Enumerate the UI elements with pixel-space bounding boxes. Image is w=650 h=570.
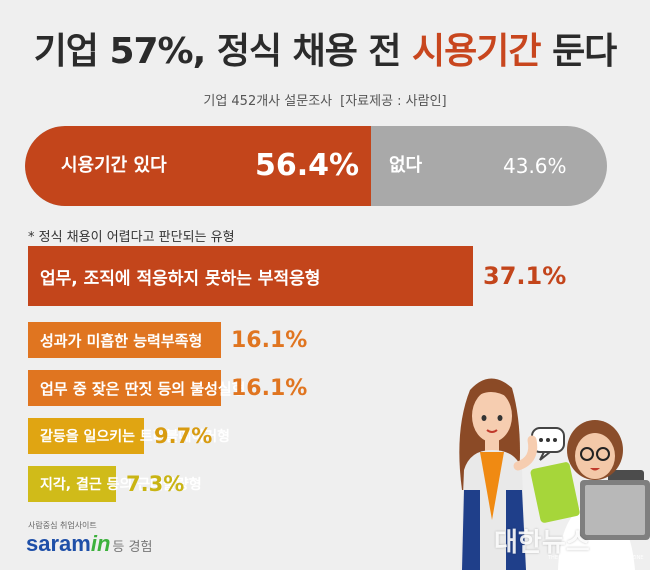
summary-no-label: 없다 bbox=[389, 155, 423, 176]
logo-sub: 등 경험 bbox=[112, 540, 153, 555]
source-text: [자료제공 : 사람인] bbox=[340, 94, 447, 109]
bar-1: 업무, 조직에 적응하지 못하는 부적응형 37.1% bbox=[28, 246, 566, 306]
survey-text: 기업 452개사 설문조사 bbox=[203, 94, 333, 109]
woman-pointing-icon bbox=[459, 378, 538, 570]
summary-pill: 시용기간 있다 56.4% 없다 43.6% bbox=[25, 126, 607, 206]
bar-label-4: 갈등을 일으키는 트러블메이커형 bbox=[40, 429, 231, 445]
summary-yes-label: 시용기간 있다 bbox=[61, 155, 167, 176]
bar-label-5: 지각, 결근 등의 근태불량형 bbox=[40, 477, 202, 493]
bar-label-1: 업무, 조직에 적응하지 못하는 부적응형 bbox=[40, 268, 321, 289]
chart-note: * 정식 채용이 어렵다고 판단되는 유형 bbox=[28, 230, 235, 245]
bar-2: 성과가 미흡한 능력부족형 16.1% bbox=[28, 322, 307, 358]
title-highlight: 시용기간 bbox=[412, 31, 541, 72]
illustration bbox=[459, 378, 650, 570]
survey-subtitle: 기업 452개사 설문조사 [자료제공 : 사람인] bbox=[0, 90, 650, 109]
bar-5: 지각, 결근 등의 근태불량형 7.3% bbox=[28, 466, 202, 502]
watermark: 대한뉴스 bbox=[494, 528, 590, 558]
bar-label-2: 성과가 미흡한 능력부족형 bbox=[40, 331, 203, 350]
logo-name: saramin bbox=[26, 531, 110, 556]
bar-value-1: 37.1% bbox=[483, 262, 567, 290]
summary-no-value: 43.6% bbox=[503, 154, 567, 178]
bar-4: 갈등을 일으키는 트러블메이커형 9.7% bbox=[28, 418, 230, 454]
logo-name-in: in bbox=[90, 531, 111, 556]
bar-label-3: 업무 중 잦은 딴짓 등의 불성실형 bbox=[40, 379, 246, 398]
bar-value-3: 16.1% bbox=[231, 375, 308, 401]
page-title: 기업 57%, 정식 채용 전 시용기간 둔다 bbox=[0, 22, 650, 74]
bar-value-4: 9.7% bbox=[154, 424, 213, 448]
summary-yes-value: 56.4% bbox=[255, 148, 360, 183]
title-part1: 기업 57%, 정식 채용 전 bbox=[33, 31, 413, 72]
title-part2: 둔다 bbox=[540, 31, 617, 72]
woman-tablet-icon bbox=[530, 420, 650, 570]
logo-tagline: 사람중심 취업사이트 bbox=[28, 521, 97, 530]
bar-3: 업무 중 잦은 딴짓 등의 불성실형 16.1% bbox=[28, 370, 307, 406]
speech-bubble-icon bbox=[531, 427, 565, 461]
watermark-sub: THE PHOTO NEWS WEEKLY MAGAZINE bbox=[548, 555, 644, 561]
bar-value-2: 16.1% bbox=[231, 327, 308, 353]
bar-value-5: 7.3% bbox=[126, 472, 185, 496]
logo-name-main: saram bbox=[26, 531, 91, 556]
summary-yes-segment bbox=[25, 126, 371, 206]
saramin-logo: 사람중심 취업사이트 saramin 등 경험 bbox=[26, 520, 152, 557]
